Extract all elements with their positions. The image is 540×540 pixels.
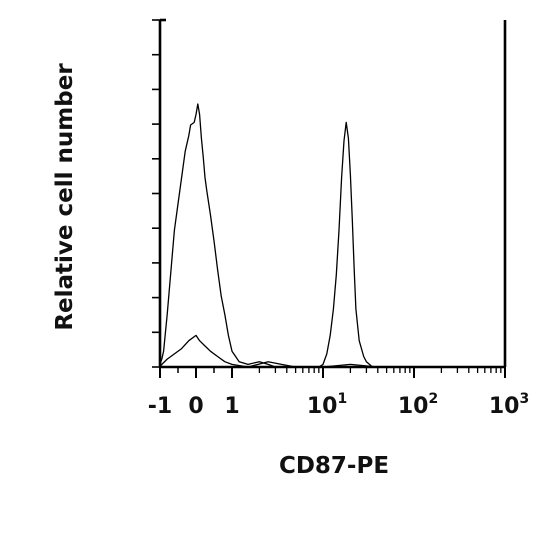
x-tick-label: 103 [489,391,529,419]
x-axis-ticks [159,367,506,378]
y-axis-ticks [152,19,160,368]
histogram-series [159,103,505,368]
x-axis-tick-labels: -1 0 1 101 102 103 [148,391,529,419]
x-tick-label: -1 [148,394,172,419]
x-tick-label: 101 [307,391,347,419]
y-axis-title: Relative cell number [52,63,78,331]
x-tick-label: 1 [224,394,239,419]
x-axis-title: CD87-PE [279,453,389,479]
x-tick-label: 102 [398,391,438,419]
x-tick-label: 0 [188,394,203,419]
histogram-series-line-2 [159,103,505,368]
histogram-series-line-1 [159,334,505,368]
